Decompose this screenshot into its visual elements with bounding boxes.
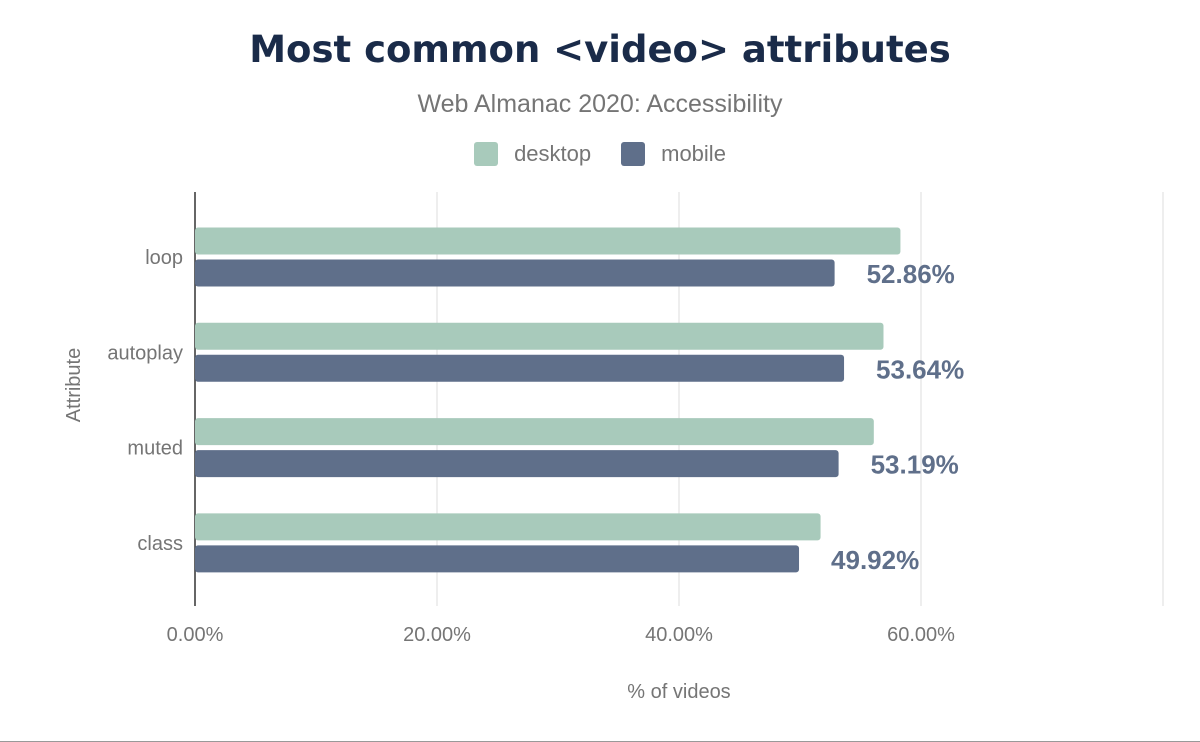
bar-mobile [195,450,839,478]
bar-mobile [195,354,845,382]
data-label: 53.64% [876,354,964,384]
y-tick-label: loop [145,247,183,269]
bar-desktop [195,322,884,350]
data-label: 49.92% [831,545,919,575]
legend: desktop mobile [0,141,1200,167]
bar-mobile [195,545,800,573]
legend-label-mobile: mobile [661,141,726,166]
bar-desktop [195,513,821,541]
data-label: 53.19% [871,450,959,480]
bar-mobile [195,259,835,287]
bar-desktop [195,418,874,446]
x-tick-label: 60.00% [887,624,955,646]
y-tick-label: autoplay [107,342,183,364]
legend-swatch-mobile [621,142,646,166]
y-tick-label: class [137,533,183,555]
x-tick-label: 0.00% [167,624,224,646]
legend-item-desktop[interactable]: desktop [474,141,591,167]
x-axis-title: % of videos [627,681,730,703]
data-label: 52.86% [867,259,955,289]
x-tick-label: 20.00% [403,624,471,646]
legend-label-desktop: desktop [514,141,592,166]
chart-title: Most common <video> attributes [249,28,951,71]
legend-item-mobile[interactable]: mobile [621,141,726,167]
legend-swatch-desktop [474,142,499,166]
x-tick-label: 40.00% [645,624,713,646]
chart-subtitle: Web Almanac 2020: Accessibility [417,90,783,118]
y-axis-title: Attribute [63,348,85,422]
bar-desktop [195,227,901,255]
y-tick-label: muted [127,438,183,460]
